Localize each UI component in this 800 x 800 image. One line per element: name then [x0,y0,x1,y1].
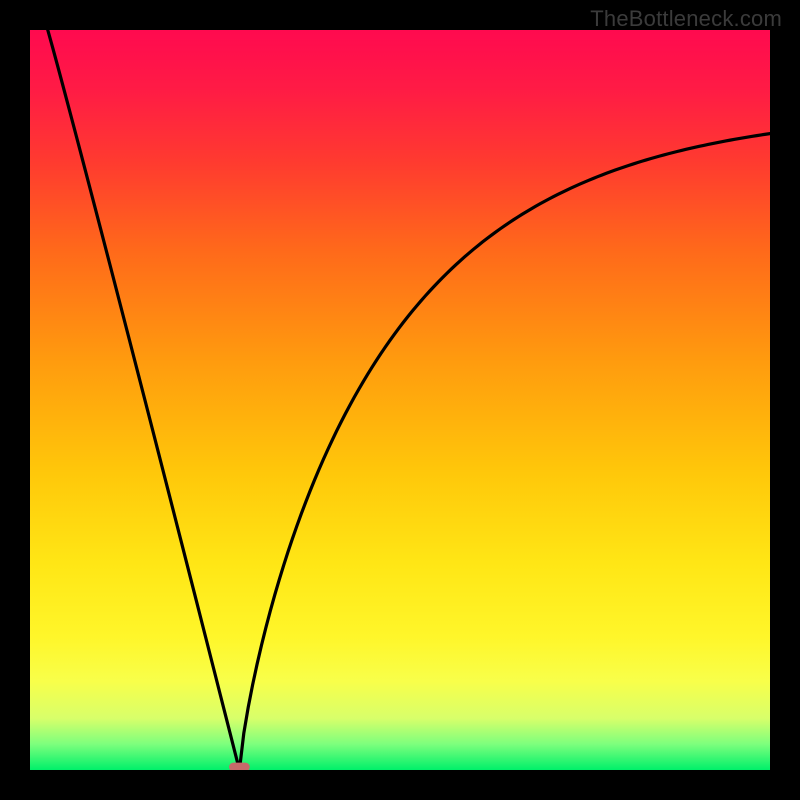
outer-frame: TheBottleneck.com [0,0,800,800]
notch-marker [229,763,250,770]
plot-svg [30,30,770,770]
watermark-text: TheBottleneck.com [590,6,782,32]
gradient-background [30,30,770,770]
plot-area [30,30,770,770]
